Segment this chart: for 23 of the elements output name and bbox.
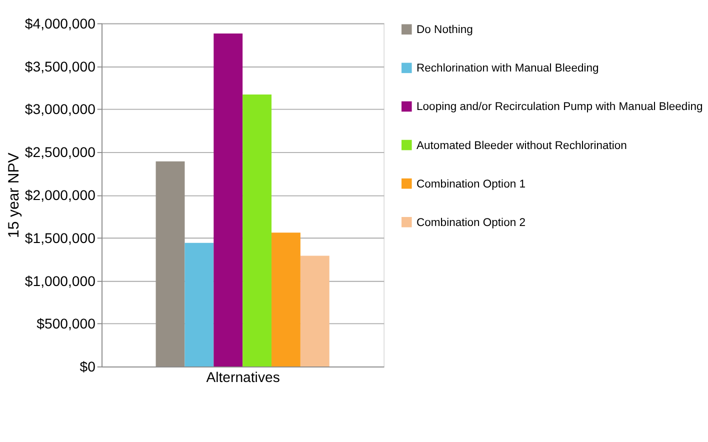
y-tick-label: $3,500,000 [24, 58, 96, 74]
legend-label: Do Nothing [416, 24, 473, 36]
bar [214, 34, 243, 366]
bar [272, 232, 300, 366]
y-tick-label: $500,000 [36, 316, 96, 332]
bar [156, 161, 185, 366]
y-tick-label: $1,000,000 [24, 272, 96, 289]
legend-label: Combination Option 2 [416, 216, 526, 229]
y-tick-label: $2,500,000 [24, 144, 96, 160]
y-tick-label: $0 [80, 358, 96, 375]
y-tick-label: $1,500,000 [24, 230, 96, 246]
bar [300, 256, 330, 366]
bar [242, 94, 272, 366]
x-axis-title: Alternatives [206, 368, 280, 385]
y-tick-label: $3,000,000 [24, 101, 96, 118]
legend-label: Automated Bleeder without Rechlorination [416, 140, 627, 152]
y-tick-label: $4,000,000 [24, 15, 96, 32]
bar [184, 242, 214, 366]
y-tick-label: $2,000,000 [24, 187, 96, 204]
legend-label: Looping and/or Recirculation Pump with Manual Bleeding [416, 101, 703, 114]
y-axis-title: 15 year NPV [5, 152, 22, 238]
legend-label: Rechlorination with Manual Bleeding [416, 62, 599, 75]
legend-label: Combination Option 1 [416, 178, 526, 190]
